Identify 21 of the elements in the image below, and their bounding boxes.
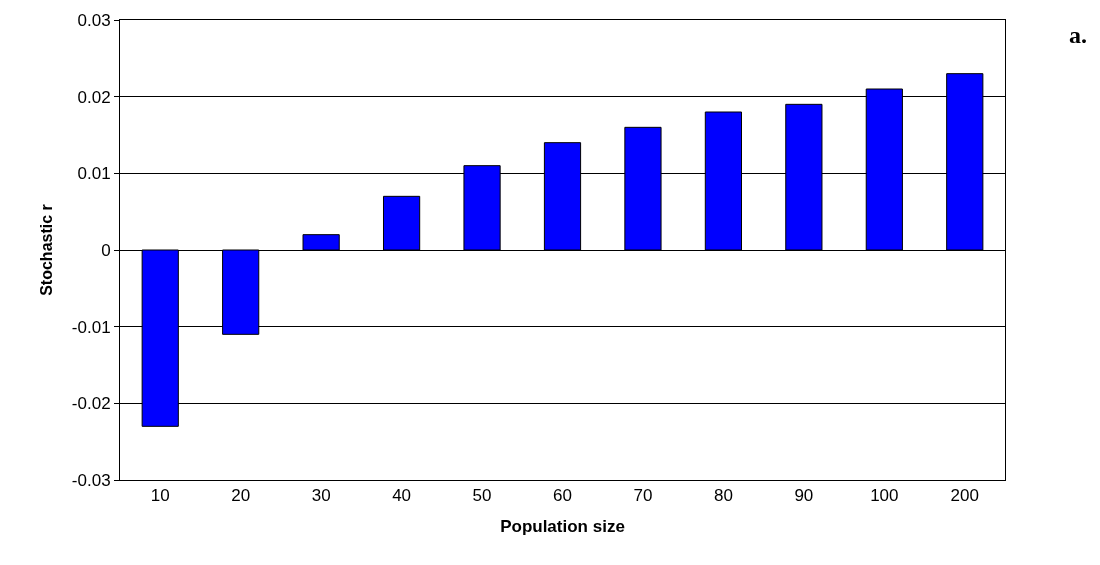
y-tick-label: -0.01 [71, 317, 111, 337]
x-axis-title: Population size [500, 516, 625, 536]
y-tick-label: 0.03 [77, 10, 111, 30]
text: a. [1069, 22, 1087, 48]
x-tick-label: 50 [472, 486, 492, 506]
y-tick-label: -0.03 [71, 470, 111, 490]
x-tick-label: 40 [392, 486, 412, 506]
x-tick-label: 30 [311, 486, 331, 506]
x-tick-label: 10 [150, 486, 170, 506]
x-tick-label: 90 [794, 486, 814, 506]
x-tick-label: 80 [713, 486, 733, 506]
y-tick-label: 0 [101, 240, 111, 260]
y-tick-label: 0.02 [77, 87, 111, 107]
x-tick-label: 20 [231, 486, 251, 506]
x-tick-label: 70 [633, 486, 653, 506]
x-tick-label: 100 [870, 486, 899, 506]
x-tick-label: 60 [553, 486, 572, 506]
y-tick-label: 0.01 [77, 164, 111, 184]
x-tick-label: 200 [950, 486, 979, 506]
y-axis-title: Stochastic r [37, 204, 55, 296]
y-tick-label: -0.02 [71, 394, 111, 414]
